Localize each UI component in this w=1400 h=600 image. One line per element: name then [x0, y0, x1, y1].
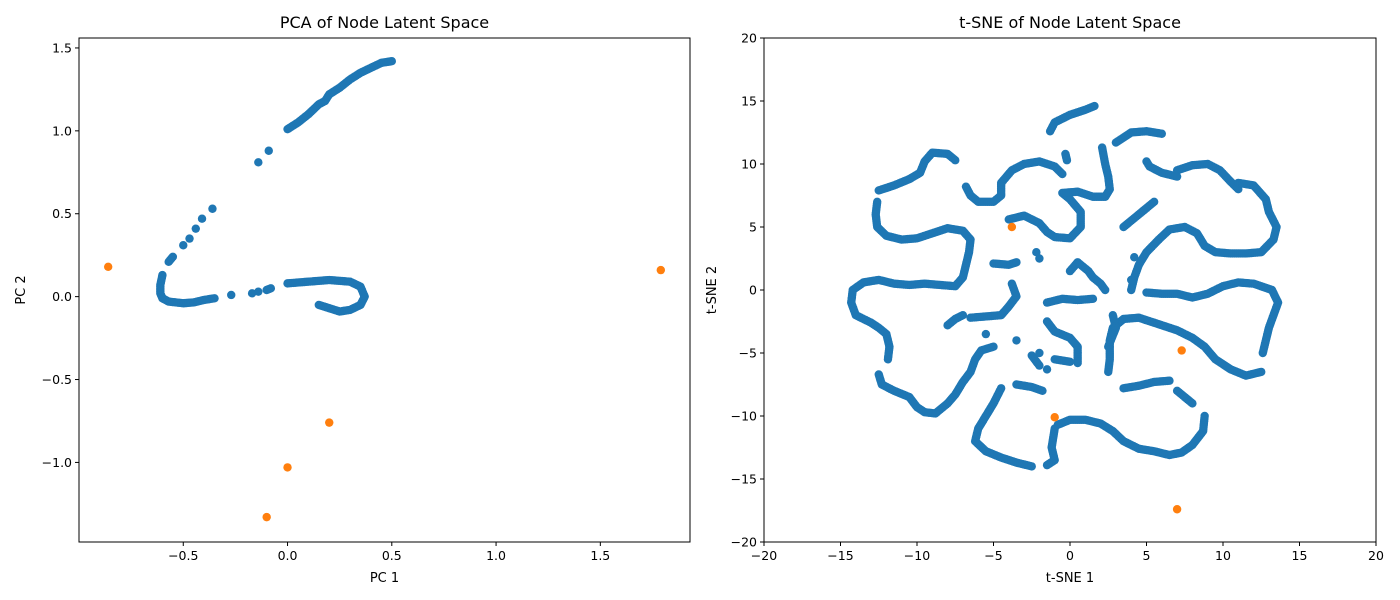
tsne-blue-point — [1142, 288, 1151, 297]
pca-orange-point — [325, 418, 334, 427]
tsne-xlabel: t-SNE 1 — [1046, 571, 1094, 586]
tsne-blue-point — [1127, 275, 1136, 285]
tsne-orange-point — [1172, 505, 1182, 514]
pca-blue-point — [208, 204, 217, 213]
tsne-blue-point — [1257, 367, 1266, 377]
tsne-blue-point — [981, 329, 991, 339]
tsne-blue-point — [1032, 248, 1041, 257]
tsne-blue-point — [874, 186, 883, 195]
pca-x-tick-label: 1.5 — [590, 548, 610, 563]
tsne-x-tick-label: −20 — [751, 548, 777, 563]
tsne-blue-point — [1042, 365, 1052, 374]
tsne-x-tick-label: −5 — [984, 548, 1002, 563]
tsne-blue-point — [1073, 358, 1082, 368]
tsne-blue-point — [1035, 254, 1044, 263]
tsne-blue-point — [1165, 376, 1174, 385]
pca-orange-point — [283, 463, 292, 472]
pca-blue-point — [179, 241, 188, 250]
pca-blue-point — [185, 234, 194, 243]
pca-orange-point — [103, 262, 113, 271]
pca-blue-point — [387, 57, 396, 66]
pca-x-tick-label: 0.0 — [278, 548, 298, 563]
tsne-blue-point — [1058, 169, 1067, 179]
tsne-title: t-SNE of Node Latent Space — [959, 13, 1181, 32]
tsne-blue-point — [1042, 460, 1052, 470]
tsne-orange-point — [1007, 222, 1017, 232]
pca-y-tick-label: 1.5 — [52, 40, 72, 55]
tsne-blue-point — [1149, 197, 1159, 206]
pca-xlabel: PC 1 — [370, 571, 399, 586]
pca-blue-point — [314, 300, 324, 310]
pca-ylabel: PC 2 — [14, 275, 29, 304]
tsne-orange-point — [1177, 346, 1186, 355]
tsne-blue-point — [883, 355, 893, 364]
tsne-ylabel: t-SNE 2 — [705, 266, 720, 314]
tsne-y-tick-label: 20 — [741, 31, 757, 46]
tsne-blue-point — [1007, 279, 1017, 288]
pca-blue-point — [227, 290, 236, 300]
pca-title: PCA of Node Latent Space — [280, 13, 489, 32]
tsne-x-tick-label: 20 — [1368, 548, 1384, 563]
tsne-blue-point — [1065, 357, 1075, 367]
tsne-y-tick-label: −5 — [739, 346, 757, 361]
tsne-blue-point — [1012, 258, 1021, 267]
tsne-blue-point — [1200, 411, 1209, 421]
pca-y-tick-label: −1.0 — [42, 455, 72, 470]
tsne-plot-frame — [763, 37, 1377, 543]
pca-blue-point — [254, 158, 263, 167]
tsne-blue-point — [1088, 294, 1098, 304]
tsne-blue-point — [1108, 311, 1118, 320]
tsne-y-tick-label: 5 — [749, 220, 757, 235]
tsne-blue-point — [1188, 399, 1197, 408]
tsne-y-tick-label: 15 — [741, 94, 757, 109]
pca-y-tick-label: 0.5 — [52, 206, 72, 221]
pca-blue-point — [210, 294, 219, 303]
pca-plot-frame — [78, 37, 691, 543]
tsne-orange-point — [1050, 413, 1059, 422]
tsne-x-tick-label: −10 — [904, 548, 930, 563]
pca-x-tick-label: 0.5 — [382, 548, 402, 563]
tsne-blue-point — [1012, 336, 1021, 345]
tsne-blue-point — [1027, 462, 1036, 471]
pca-orange-point — [656, 265, 666, 275]
tsne-x-tick-label: 5 — [1143, 548, 1151, 563]
tsne-blue-point — [1130, 253, 1139, 262]
tsne-y-tick-label: −15 — [731, 472, 757, 487]
tsne-blue-point — [1097, 143, 1107, 152]
tsne-blue-point — [1127, 285, 1136, 295]
pca-x-tick-label: −0.5 — [168, 548, 198, 563]
pca-orange-point — [262, 512, 271, 522]
tsne-x-tick-label: −15 — [827, 548, 853, 563]
tsne-blue-point — [1157, 129, 1167, 138]
pca-axes: PCA of Node Latent Space PC 1 PC 2 −0.5 0… — [14, 13, 691, 586]
tsne-blue-point — [1035, 348, 1044, 358]
tsne-blue-point — [989, 342, 998, 351]
pca-x-tick-label: 1.0 — [486, 548, 506, 563]
tsne-blue-point — [1172, 172, 1182, 181]
tsne-blue-point — [1035, 361, 1044, 370]
pca-blue-point — [264, 146, 273, 155]
tsne-blue-point — [1062, 156, 1072, 165]
tsne-y-tick-label: −20 — [731, 535, 757, 550]
tsne-axes: t-SNE of Node Latent Space t-SNE 1 t-SNE… — [705, 13, 1384, 586]
tsne-y-tick-label: 0 — [749, 283, 757, 298]
tsne-x-tick-label: 15 — [1292, 548, 1308, 563]
tsne-y-tick-label: 10 — [741, 157, 757, 172]
tsne-blue-point — [1038, 386, 1047, 395]
pca-blue-point — [254, 287, 263, 296]
tsne-blue-point — [1100, 285, 1110, 295]
pca-y-tick-label: 0.0 — [52, 289, 72, 304]
pca-y-tick-label: −0.5 — [42, 372, 72, 387]
tsne-y-tick-label: −10 — [731, 409, 757, 424]
pca-blue-point — [191, 224, 200, 233]
tsne-blue-point — [958, 311, 968, 320]
tsne-x-tick-label: 10 — [1215, 548, 1231, 563]
pca-blue-point — [197, 214, 207, 223]
pca-blue-point — [168, 252, 178, 262]
tsne-blue-point — [1090, 101, 1099, 111]
tsne-x-tick-label: 0 — [1066, 548, 1074, 563]
pca-y-tick-label: 1.0 — [52, 123, 72, 138]
pca-blue-point — [266, 284, 276, 293]
